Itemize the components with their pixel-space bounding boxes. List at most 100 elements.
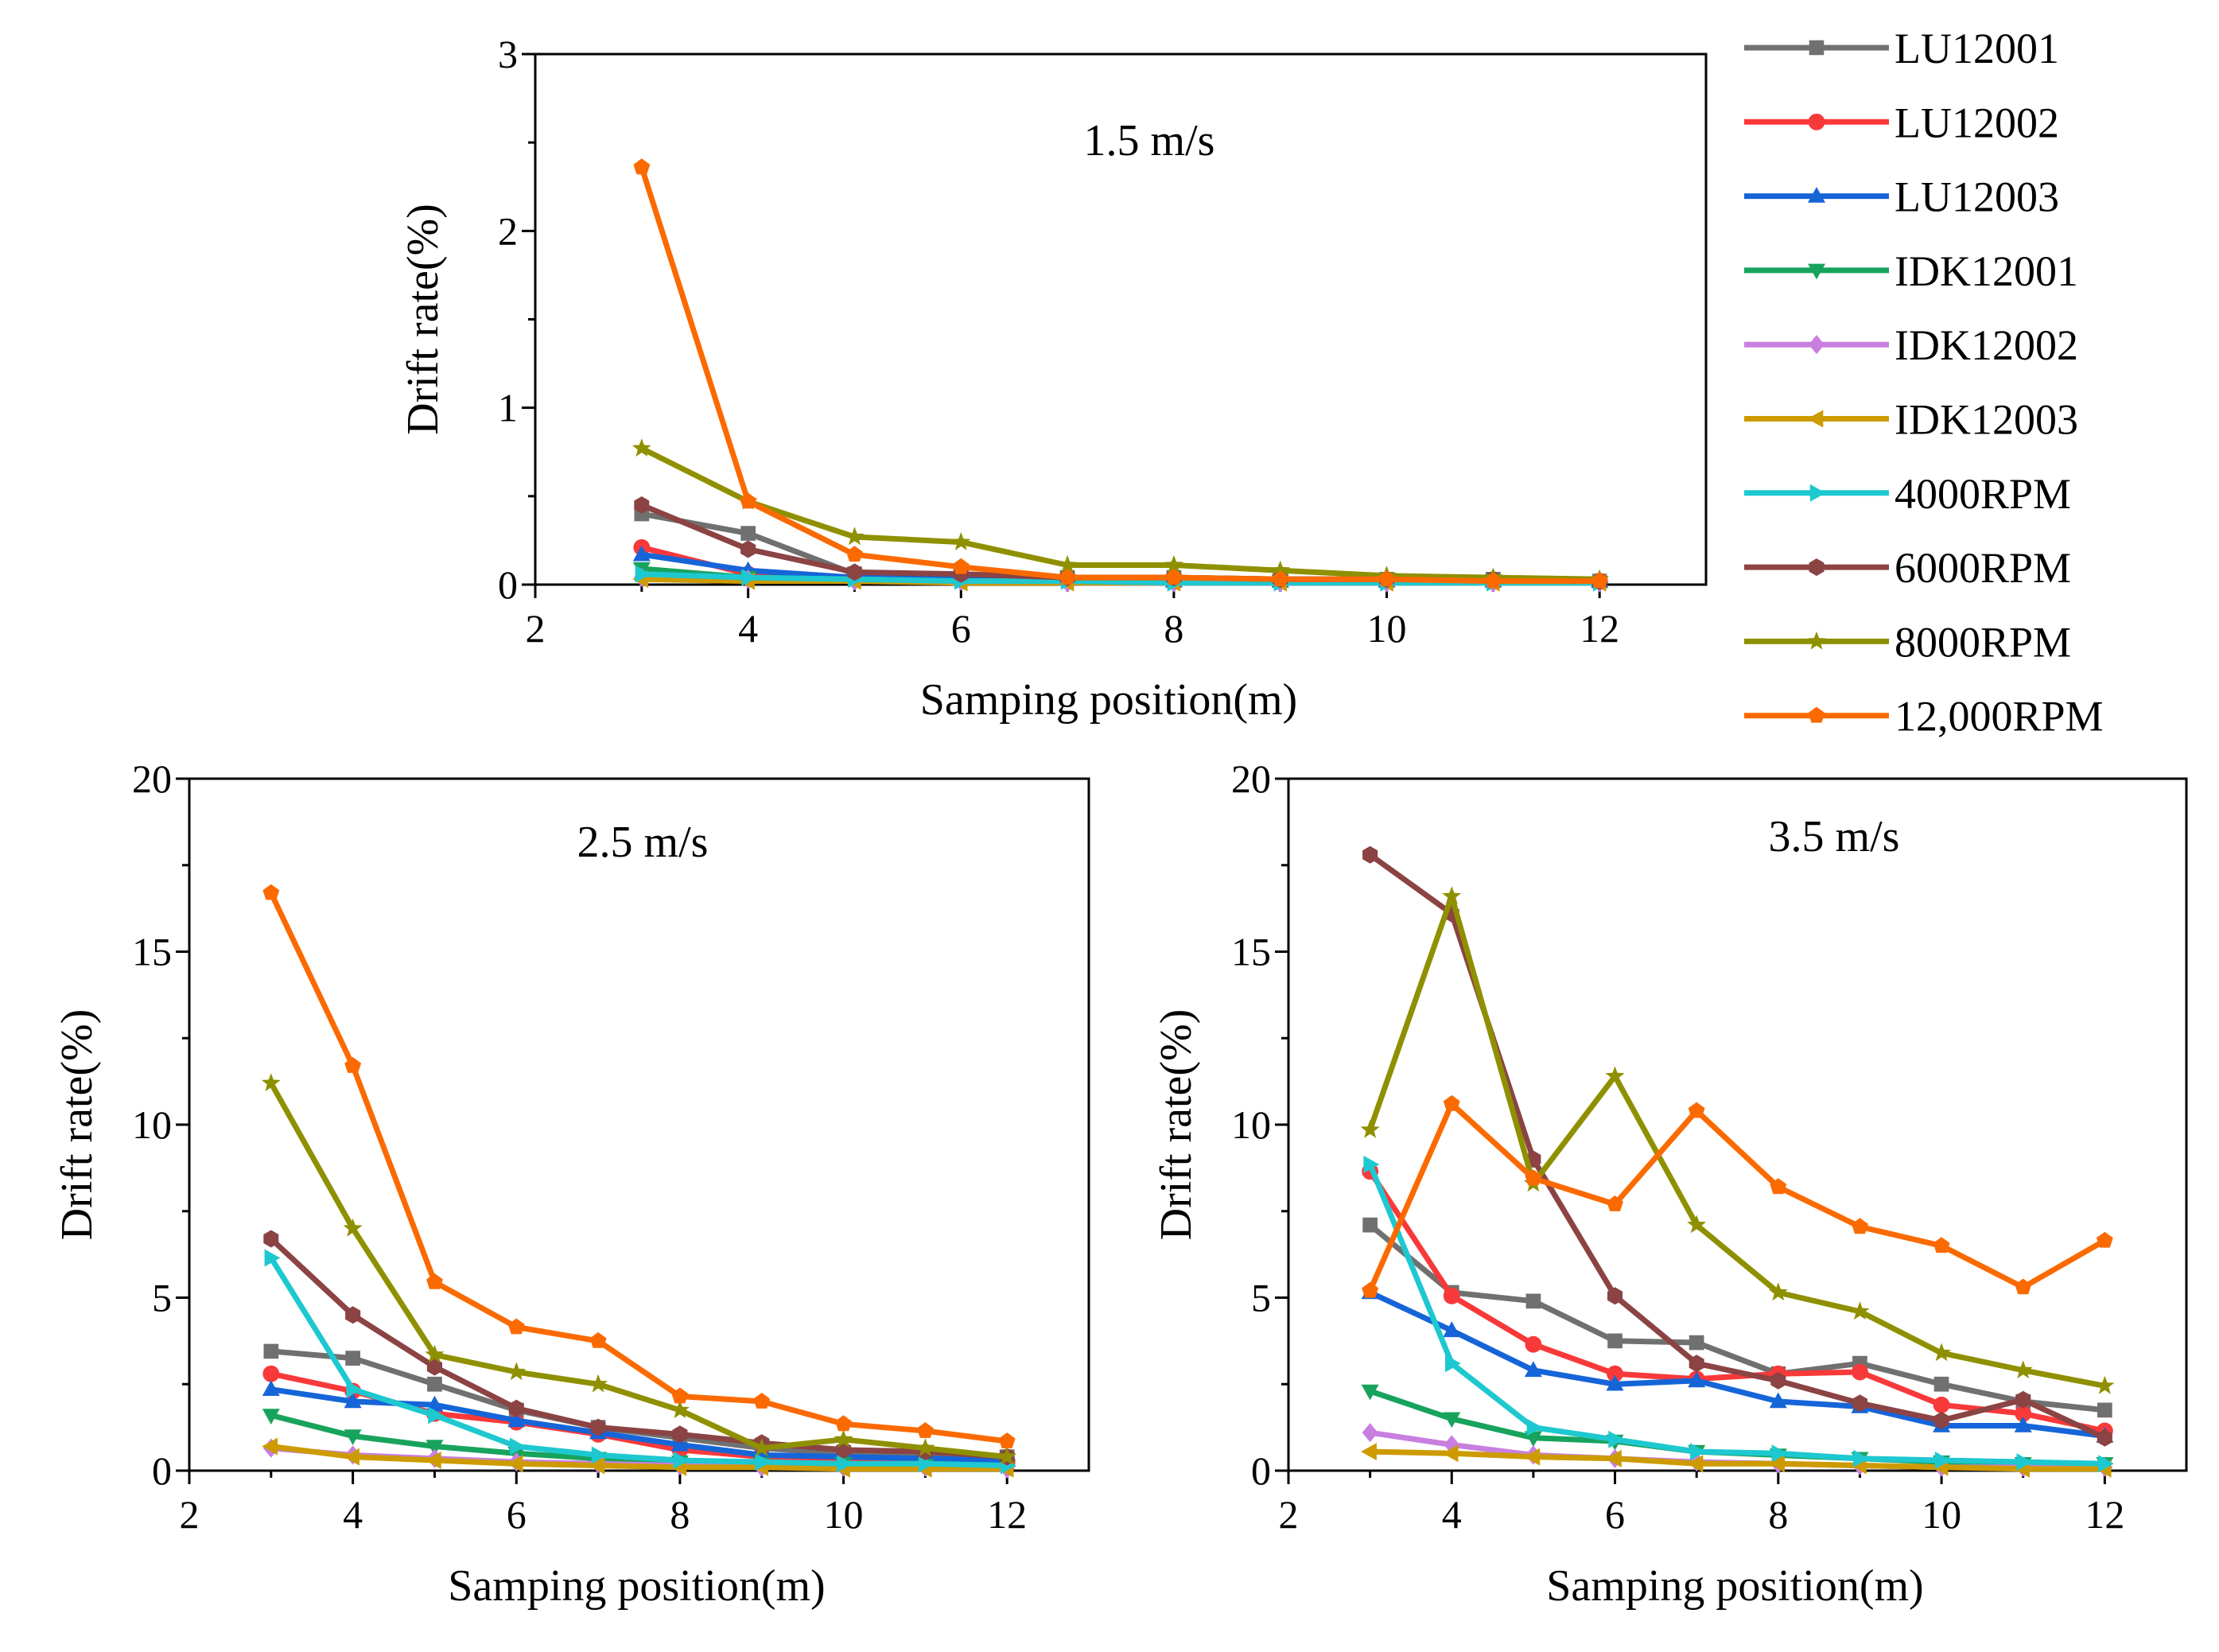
legend-marker [1809, 558, 1825, 577]
data-point [344, 1392, 362, 1409]
data-point [1770, 1371, 1786, 1390]
data-point [345, 1351, 360, 1366]
data-point [1770, 1178, 1787, 1195]
data-point [1607, 1287, 1623, 1305]
data-point [2015, 1390, 2031, 1409]
data-point [590, 1418, 606, 1436]
series-line [268, 1444, 1010, 1472]
legend-item-lu12003: LU12003 [1744, 173, 2059, 221]
data-point [1853, 1449, 1869, 1467]
data-point [1445, 1355, 1461, 1373]
data-point [428, 1406, 444, 1425]
data-point [344, 1429, 362, 1445]
y-tick-label: 0 [152, 1448, 172, 1493]
data-point [1362, 1281, 1379, 1298]
y-tick-label: 10 [132, 1102, 172, 1147]
data-point [426, 1395, 444, 1412]
data-point [1443, 1321, 1461, 1338]
data-point [427, 1376, 442, 1392]
data-point [507, 1362, 527, 1381]
y-tick-label: 5 [1251, 1276, 1271, 1320]
legend-marker [1807, 410, 1824, 428]
data-point [915, 1438, 935, 1456]
series-line [268, 890, 1010, 1444]
data-point [2097, 1402, 2112, 1418]
data-point [952, 558, 970, 574]
data-point [1524, 1361, 1542, 1378]
data-point [262, 1437, 278, 1456]
x-tick-label: 10 [824, 1492, 864, 1537]
data-point [673, 1452, 690, 1469]
data-point [1689, 1443, 1706, 1461]
legend-label: LU12001 [1895, 25, 2059, 72]
data-point [262, 884, 280, 900]
x-tick-label: 6 [507, 1492, 527, 1537]
series-line [1367, 1161, 2108, 1467]
data-point [1689, 1335, 1704, 1351]
y-tick-label: 2 [498, 208, 518, 253]
y-tick-label: 3 [498, 32, 518, 76]
data-point [1932, 1343, 1952, 1362]
series-4000rpm [1363, 1156, 2114, 1473]
series-lu12001 [1362, 1217, 2112, 1418]
x-tick-label: 6 [1605, 1492, 1625, 1537]
series-line [639, 164, 1603, 585]
legend-label: 4000RPM [1895, 470, 2071, 518]
data-point [510, 1437, 526, 1456]
data-point [672, 1425, 688, 1444]
series-8000rpm [632, 438, 1610, 588]
data-point [1688, 1371, 1706, 1388]
series-line [268, 1236, 1010, 1460]
legend-marker [1808, 187, 1825, 203]
data-point [1443, 1287, 1460, 1304]
y-tick-label: 0 [498, 562, 518, 607]
series-12-000rpm [633, 158, 1608, 589]
data-point [997, 1446, 1017, 1465]
data-point [846, 546, 863, 562]
data-point [589, 1331, 607, 1348]
data-point [1769, 1392, 1787, 1409]
data-point [753, 1393, 771, 1409]
data-point [2015, 1405, 2032, 1422]
data-point [343, 1218, 363, 1237]
panel-title: 3.5 m/s [1769, 812, 1900, 861]
legend-item-4000rpm: 4000RPM [1744, 470, 2071, 518]
data-point [740, 492, 757, 509]
y-tick-label: 0 [1251, 1448, 1271, 1493]
data-point [589, 1456, 605, 1475]
data-point [1165, 569, 1183, 585]
legend: LU12001 LU12002 LU12003 IDK12001 IDK12002 IDK… [1744, 25, 2104, 740]
y-axis-label: Drift rate(%) [398, 204, 448, 435]
x-tick-label: 4 [1442, 1492, 1462, 1537]
data-point [633, 158, 651, 175]
legend-label: 12,000RPM [1895, 693, 2104, 740]
legend-marker [1809, 335, 1825, 355]
data-point [1270, 560, 1290, 579]
data-point [755, 1453, 771, 1471]
data-point [346, 1380, 363, 1398]
data-point [1769, 1455, 1786, 1473]
data-point [344, 1057, 362, 1073]
data-point [2014, 1416, 2032, 1432]
data-point [1591, 572, 1608, 589]
y-tick-label: 5 [152, 1276, 172, 1320]
legend-item-12-000rpm: 12,000RPM [1744, 693, 2104, 740]
data-point [1524, 1448, 1541, 1466]
data-point [1378, 570, 1395, 587]
data-point [1607, 1195, 1623, 1211]
series-line [1367, 1222, 2108, 1413]
series-line [1367, 1289, 2108, 1439]
data-point [344, 1448, 359, 1466]
data-point [264, 1249, 281, 1267]
data-point [752, 1438, 771, 1456]
data-point [1361, 1443, 1377, 1461]
panel-title: 2.5 m/s [577, 818, 709, 867]
data-point [426, 1440, 444, 1456]
data-point [1360, 1119, 1380, 1138]
data-point [2015, 1278, 2032, 1295]
legend-item-idk12001: IDK12001 [1744, 247, 2078, 295]
legend-label: 8000RPM [1895, 618, 2071, 666]
legend-marker [1808, 706, 1825, 723]
data-point [834, 1429, 853, 1448]
